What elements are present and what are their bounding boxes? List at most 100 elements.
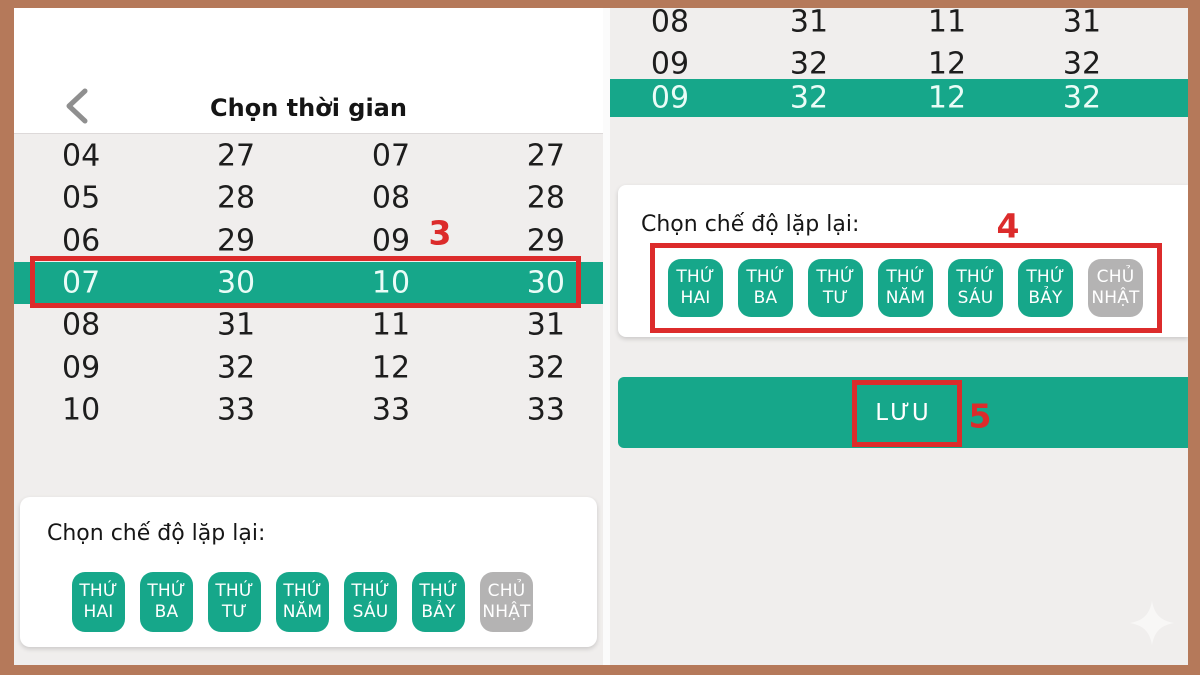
day-line2: HAI xyxy=(680,288,711,308)
picker-row-selected[interactable]: 09 32 12 32 xyxy=(610,79,1188,117)
picker-cell[interactable]: 32 xyxy=(1062,80,1102,116)
day-button-tue[interactable]: THỨ BA xyxy=(738,259,793,317)
sparkle-icon xyxy=(1130,601,1174,645)
picker-cell[interactable]: 12 xyxy=(927,80,967,116)
day-line2: HAI xyxy=(83,602,114,622)
picker-cell[interactable]: 31 xyxy=(1062,8,1102,40)
header-bar: Chọn thời gian xyxy=(14,8,603,134)
picker-cell[interactable]: 31 xyxy=(789,8,829,40)
picker-cell[interactable]: 08 xyxy=(62,307,101,343)
day-button-sun[interactable]: CHỦ NHẬT xyxy=(1088,259,1143,317)
picker-cell[interactable]: 11 xyxy=(371,307,411,343)
save-button[interactable]: LƯU xyxy=(618,377,1188,448)
repeat-card: Chọn chế độ lặp lại: THỨ HAI THỨ BA THỨ TƯ … xyxy=(20,497,597,647)
day-line2: BẢY xyxy=(421,602,456,622)
picker-cell[interactable]: 07 xyxy=(62,265,101,301)
picker-cell[interactable]: 33 xyxy=(216,392,256,428)
picker-row[interactable]: 04 27 07 27 xyxy=(14,135,603,177)
day-line2: SÁU xyxy=(957,288,994,308)
picker-cell[interactable]: 31 xyxy=(526,307,565,343)
day-line1: THỨ xyxy=(147,581,186,601)
picker-cell[interactable]: 32 xyxy=(216,350,256,386)
picker-cell[interactable]: 32 xyxy=(526,350,565,386)
picker-cell[interactable]: 09 xyxy=(650,46,690,82)
day-line1: THỨ xyxy=(1026,267,1065,287)
day-line2: SÁU xyxy=(352,602,389,622)
day-button-mon[interactable]: THỨ HAI xyxy=(668,259,723,317)
day-line1: THỨ xyxy=(215,581,254,601)
day-line1: THỨ xyxy=(283,581,322,601)
picker-cell[interactable]: 06 xyxy=(62,223,101,259)
annotation-number: 3 xyxy=(428,213,452,253)
picker-row[interactable]: 08 31 11 31 xyxy=(610,8,1188,43)
left-screen: Chọn thời gian 04 27 07 27 05 28 08 28 0… xyxy=(14,8,603,665)
day-line1: THỨ xyxy=(676,267,715,287)
picker-row[interactable]: 05 28 08 28 xyxy=(14,177,603,219)
picker-cell[interactable]: 04 xyxy=(62,138,101,174)
picker-cell[interactable]: 27 xyxy=(526,138,565,174)
picker-cell[interactable]: 08 xyxy=(371,180,411,216)
picker-cell[interactable]: 31 xyxy=(216,307,256,343)
repeat-label: Chọn chế độ lặp lại: xyxy=(47,521,266,546)
picker-cell[interactable]: 09 xyxy=(650,80,690,116)
day-line1: THỨ xyxy=(419,581,458,601)
back-icon[interactable] xyxy=(64,88,90,124)
day-button-fri[interactable]: THỨ SÁU xyxy=(948,259,1003,317)
picker-cell[interactable]: 29 xyxy=(216,223,256,259)
picker-cell[interactable]: 32 xyxy=(789,80,829,116)
picker-cell[interactable]: 11 xyxy=(927,8,967,40)
picker-cell[interactable]: 08 xyxy=(650,8,690,40)
picker-cell[interactable]: 09 xyxy=(62,350,101,386)
day-button-wed[interactable]: THỨ TƯ xyxy=(808,259,863,317)
day-line2: TƯ xyxy=(221,602,248,622)
picker-cell[interactable]: 09 xyxy=(371,223,411,259)
picker-cell[interactable]: 27 xyxy=(216,138,256,174)
picker-cell[interactable]: 28 xyxy=(526,180,565,216)
weekday-row: THỨ HAI THỨ BA THỨ TƯ THỨ NĂM THỨ SÁU THỨ BẢY … xyxy=(668,259,1143,317)
day-button-thu[interactable]: THỨ NĂM xyxy=(878,259,933,317)
picker-cell[interactable]: 32 xyxy=(1062,46,1102,82)
day-button-wed[interactable]: THỨ TƯ xyxy=(208,572,261,632)
right-screen: 08 31 11 31 09 32 12 32 09 32 12 32 Chọn… xyxy=(610,8,1188,665)
day-button-tue[interactable]: THỨ BA xyxy=(140,572,193,632)
day-line1: THỨ xyxy=(816,267,855,287)
day-line2: BẢY xyxy=(1028,288,1063,308)
picker-row[interactable]: 08 31 11 31 xyxy=(14,304,603,346)
picker-row-selected[interactable]: 07 30 10 30 xyxy=(14,262,603,304)
picker-cell[interactable]: 32 xyxy=(789,46,829,82)
day-line1: THỨ xyxy=(79,581,118,601)
day-button-sat[interactable]: THỨ BẢY xyxy=(412,572,465,632)
picker-cell[interactable]: 12 xyxy=(371,350,411,386)
day-line2: BA xyxy=(753,288,778,308)
picker-cell[interactable]: 07 xyxy=(371,138,411,174)
day-line2: TƯ xyxy=(822,288,849,308)
day-button-sun[interactable]: CHỦ NHẬT xyxy=(480,572,533,632)
day-line1: THỨ xyxy=(746,267,785,287)
picker-cell[interactable]: 05 xyxy=(62,180,101,216)
repeat-card: Chọn chế độ lặp lại: 4 THỨ HAI THỨ BA THỨ T… xyxy=(618,185,1188,337)
picker-cell[interactable]: 33 xyxy=(526,392,565,428)
picker-cell[interactable]: 33 xyxy=(371,392,411,428)
picker-cell[interactable]: 28 xyxy=(216,180,256,216)
picker-row[interactable]: 06 29 09 29 xyxy=(14,220,603,262)
day-button-mon[interactable]: THỨ HAI xyxy=(72,572,125,632)
day-button-thu[interactable]: THỨ NĂM xyxy=(276,572,329,632)
panel-divider xyxy=(603,8,610,665)
picker-row[interactable]: 09 32 12 32 xyxy=(14,347,603,389)
day-button-sat[interactable]: THỨ BẢY xyxy=(1018,259,1073,317)
picker-cell[interactable]: 10 xyxy=(371,265,411,301)
picker-row[interactable]: 09 32 12 32 xyxy=(610,43,1188,85)
picker-cell[interactable]: 30 xyxy=(216,265,256,301)
day-line2: NĂM xyxy=(885,288,926,308)
day-line1: THỨ xyxy=(956,267,995,287)
picker-cell[interactable]: 29 xyxy=(526,223,565,259)
picker-cell[interactable]: 12 xyxy=(927,46,967,82)
save-button-label: LƯU xyxy=(875,399,931,426)
day-line1: THỨ xyxy=(351,581,390,601)
day-button-fri[interactable]: THỨ SÁU xyxy=(344,572,397,632)
weekday-row: THỨ HAI THỨ BA THỨ TƯ THỨ NĂM THỨ SÁU THỨ BẢY … xyxy=(72,572,533,632)
picker-cell[interactable]: 30 xyxy=(526,265,565,301)
day-line1: THỨ xyxy=(886,267,925,287)
picker-cell[interactable]: 10 xyxy=(62,392,101,428)
picker-row[interactable]: 10 33 33 33 xyxy=(14,389,603,431)
